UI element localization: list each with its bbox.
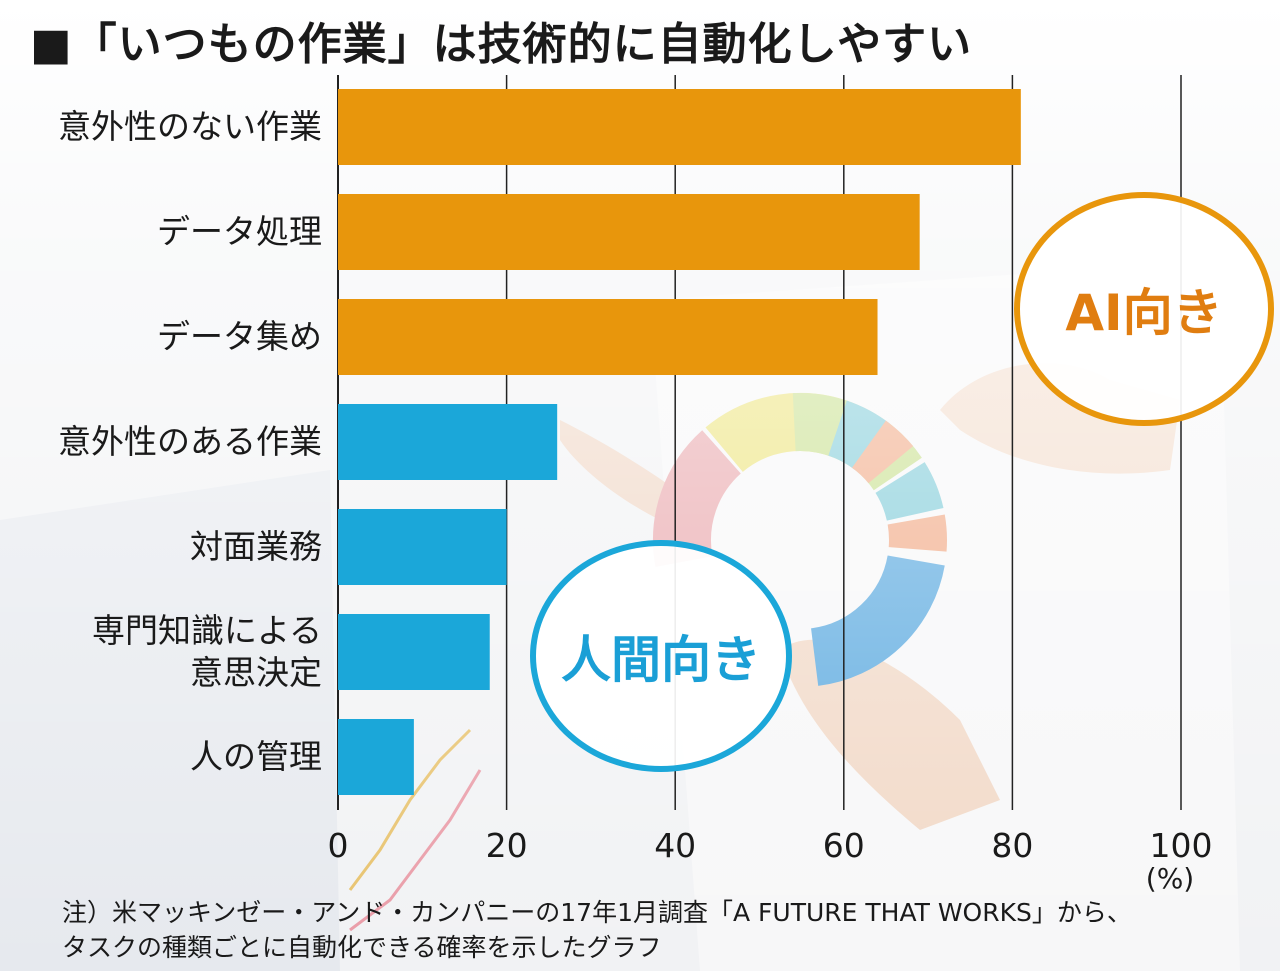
- human-group-text: 人間向き: [561, 631, 761, 689]
- ai-group-label: AI向き: [1014, 192, 1274, 426]
- category-label-line: 専門知識による: [91, 611, 322, 650]
- x-tick-100: 100: [1149, 826, 1213, 865]
- category-label-line: 人の管理: [190, 737, 322, 776]
- bar-1: [338, 194, 920, 270]
- bar-2: [338, 299, 878, 375]
- category-label-line: 意外性のない作業: [58, 107, 322, 146]
- x-tick-60: 60: [822, 826, 865, 865]
- category-label-line: 意外性のある作業: [58, 422, 322, 461]
- human-group-label: 人間向き: [530, 540, 792, 772]
- x-axis-unit: (%): [1145, 862, 1195, 895]
- x-tick-40: 40: [654, 826, 697, 865]
- x-tick-0: 0: [327, 826, 349, 865]
- category-label-3: 意外性のある作業: [58, 421, 322, 463]
- x-tick-80: 80: [991, 826, 1034, 865]
- category-label-line: データ集め: [157, 317, 322, 356]
- x-tick-20: 20: [485, 826, 528, 865]
- footnote-line-1: 注）米マッキンゼー・アンド・カンパニーの17年1月調査「A FUTURE THA…: [62, 898, 1132, 927]
- footnote-line-2: タスクの種類ごとに自動化できる確率を示したグラフ: [62, 933, 662, 962]
- bar-3: [338, 404, 558, 480]
- category-label-1: データ処理: [157, 211, 322, 253]
- category-label-line: 意思決定: [190, 653, 322, 692]
- category-label-5: 専門知識による 意思決定: [92, 610, 322, 694]
- bar-5: [338, 614, 490, 690]
- bar-6: [338, 719, 414, 795]
- category-label-6: 人の管理: [190, 736, 322, 778]
- category-label-4: 対面業務: [190, 526, 322, 568]
- bar-4: [338, 509, 507, 585]
- chart-title: ■「いつもの作業」は技術的に自動化しやすい: [30, 19, 973, 70]
- category-label-line: データ処理: [157, 212, 322, 251]
- category-label-line: 対面業務: [190, 527, 322, 566]
- bar-0: [338, 89, 1021, 165]
- ai-group-text: AI向き: [1065, 284, 1223, 342]
- category-label-0: 意外性のない作業: [58, 106, 322, 148]
- category-label-2: データ集め: [157, 316, 322, 358]
